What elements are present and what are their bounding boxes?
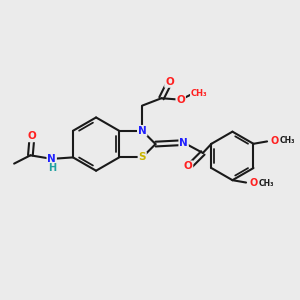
Text: CH₃: CH₃ — [259, 178, 274, 188]
Text: CH₃: CH₃ — [280, 136, 295, 145]
Text: O: O — [249, 178, 257, 188]
Text: N: N — [179, 138, 188, 148]
Text: O: O — [165, 77, 174, 87]
Text: O: O — [270, 136, 278, 146]
Text: O: O — [184, 161, 192, 171]
Text: O: O — [28, 131, 36, 141]
Text: N: N — [47, 154, 56, 164]
Text: CH₃: CH₃ — [191, 89, 207, 98]
Text: N: N — [138, 126, 147, 136]
Text: O: O — [176, 95, 185, 105]
Text: H: H — [48, 163, 56, 173]
Text: S: S — [139, 152, 146, 162]
